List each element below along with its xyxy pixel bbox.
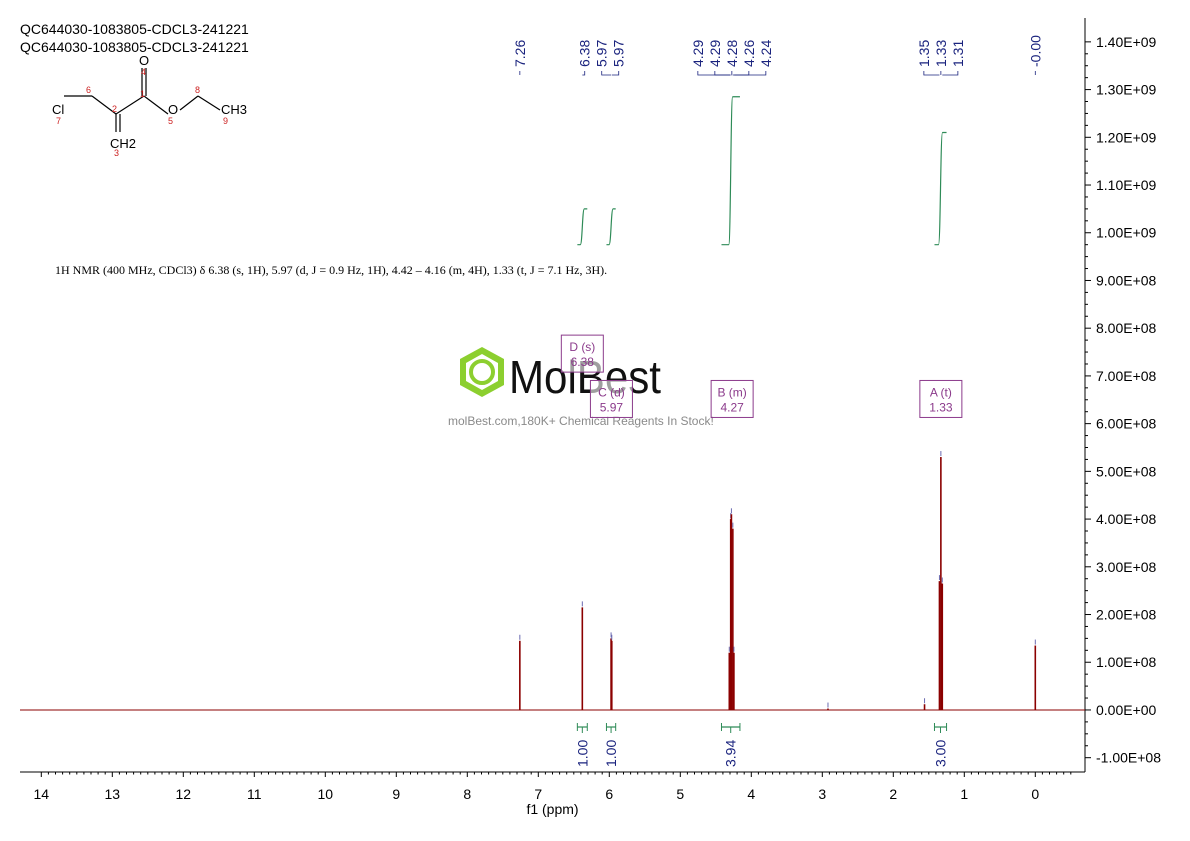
peak-shift-label: 1.35	[916, 40, 932, 67]
atom-o-ester: O	[168, 102, 178, 117]
atom-o-carbonyl: O	[139, 53, 149, 68]
atom-number-7: 7	[56, 116, 61, 126]
x-tick-label: 0	[1031, 786, 1039, 802]
atom-number-2: 2	[112, 104, 117, 114]
molecule-structure: Cl O O CH3 CH2 1 2 3 4 5 6 7 8 9	[52, 53, 247, 158]
peak-shift-label: 7.26	[512, 40, 528, 67]
x-tick-label: 10	[318, 786, 334, 802]
multiplet-shift: 1.33	[929, 400, 953, 414]
y-tick-label: 9.00E+08	[1096, 272, 1157, 288]
atom-number-9: 9	[223, 116, 228, 126]
x-tick-label: 13	[105, 786, 121, 802]
x-tick-label: 6	[605, 786, 613, 802]
x-tick-label: 14	[34, 786, 50, 802]
watermark-tagline: molBest.com,180K+ Chemical Reagents In S…	[448, 414, 714, 428]
y-tick-label: 1.30E+09	[1096, 82, 1157, 98]
peak-shift-label: 1.33	[933, 40, 949, 67]
multiplet-box	[710, 379, 754, 418]
atom-ch2: CH2	[110, 136, 136, 151]
multiplet-shift: 6.38	[571, 355, 595, 369]
peak-shift-label: 4.29	[707, 40, 723, 67]
peak-shift-label: 4.26	[741, 40, 757, 67]
integral-value-label: 3.94	[723, 740, 739, 767]
x-tick-label: 4	[747, 786, 755, 802]
integral-value-label: 1.00	[574, 740, 590, 767]
x-axis-label: f1 (ppm)	[526, 801, 578, 817]
peak-label-leader	[732, 71, 750, 76]
x-tick-label: 2	[889, 786, 897, 802]
peak-shift-label: 4.29	[690, 40, 706, 67]
integral-curve	[606, 208, 616, 246]
peak-label-leader	[923, 71, 940, 76]
atom-number-5: 5	[168, 116, 173, 126]
multiplet-box	[919, 379, 963, 418]
x-tick-label: 1	[960, 786, 968, 802]
atom-number-8: 8	[195, 85, 200, 95]
multiplet-box	[589, 379, 633, 418]
x-tick-label: 5	[676, 786, 684, 802]
x-tick-label: 7	[534, 786, 542, 802]
y-tick-label: 5.00E+08	[1096, 463, 1157, 479]
y-tick-label: 1.00E+08	[1096, 654, 1157, 670]
atom-number-4: 4	[141, 67, 146, 77]
y-tick-label: 4.00E+08	[1096, 511, 1157, 527]
x-tick-label: 9	[392, 786, 400, 802]
peak-shift-label: 1.31	[950, 40, 966, 67]
y-tick-label: 0.00E+00	[1096, 702, 1157, 718]
y-tick-label: 6.00E+08	[1096, 416, 1157, 432]
y-tick-label: 8.00E+08	[1096, 320, 1157, 336]
peak-shift-label: 6.38	[577, 40, 593, 67]
multiplet-shift: 5.97	[600, 400, 624, 414]
peak-label-leader	[734, 71, 767, 76]
x-tick-label: 3	[818, 786, 826, 802]
x-tick-label: 8	[463, 786, 471, 802]
peak-shift-label: 5.97	[611, 40, 627, 67]
y-tick-label: 1.40E+09	[1096, 34, 1157, 50]
y-tick-label: -1.00E+08	[1096, 750, 1161, 766]
peak-label-leader	[601, 71, 612, 76]
atom-number-3: 3	[114, 148, 119, 158]
integral-curve	[577, 208, 588, 246]
peak-shift-label: 4.28	[724, 40, 740, 67]
peak-shift-label: -0.00	[1027, 35, 1043, 67]
integral-value-label: 1.00	[603, 740, 619, 767]
peak-label-leader	[611, 71, 620, 76]
integral-curve	[934, 131, 947, 246]
spectrum-title: QC644030-1083805-CDCL3-241221	[20, 21, 249, 37]
y-tick-label: 3.00E+08	[1096, 559, 1157, 575]
y-tick-label: 2.00E+08	[1096, 607, 1157, 623]
peak-label-leader	[582, 71, 586, 76]
multiplet-label: A (t)	[930, 385, 952, 399]
atom-cl: Cl	[52, 102, 64, 117]
x-tick-label: 11	[247, 786, 262, 802]
x-tick-label: 12	[176, 786, 192, 802]
nmr-summary: 1H NMR (400 MHz, CDCl3) δ 6.38 (s, 1H), …	[55, 263, 608, 277]
integral-value-label: 3.00	[933, 740, 949, 767]
spectrum-subtitle: QC644030-1083805-CDCL3-241221	[20, 39, 249, 55]
y-tick-label: 1.00E+09	[1096, 225, 1157, 241]
atom-number-6: 6	[86, 85, 91, 95]
peak-label-leader	[714, 71, 731, 76]
multiplet-box	[560, 334, 604, 373]
atom-number-1: 1	[140, 89, 145, 99]
multiplet-label: C (d)	[598, 385, 625, 399]
atom-ch3: CH3	[221, 102, 247, 117]
y-tick-label: 1.10E+09	[1096, 177, 1157, 193]
peak-shift-label: 4.24	[758, 40, 774, 67]
multiplet-shift: 4.27	[720, 400, 744, 414]
multiplet-label: B (m)	[717, 385, 746, 399]
y-tick-label: 1.20E+09	[1096, 129, 1157, 145]
peak-label-leader	[697, 71, 730, 76]
integral-curve	[721, 96, 740, 246]
peak-label-leader	[942, 71, 959, 76]
peak-shift-label: 5.97	[594, 40, 610, 67]
multiplet-label: D (s)	[569, 340, 595, 354]
y-tick-label: 7.00E+08	[1096, 368, 1157, 384]
